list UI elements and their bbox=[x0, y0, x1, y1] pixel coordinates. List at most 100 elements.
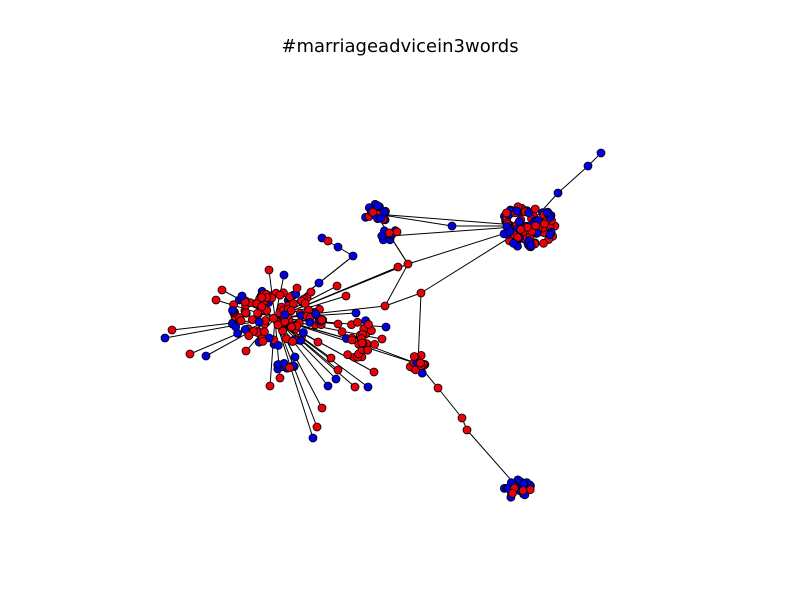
graph-node-red bbox=[518, 486, 528, 496]
graph-edge bbox=[384, 263, 409, 307]
graph-node-red bbox=[347, 335, 357, 345]
graph-node-blue bbox=[596, 148, 606, 158]
graph-node-blue bbox=[380, 207, 389, 217]
graph-node-red bbox=[265, 381, 275, 391]
graph-node-red bbox=[167, 325, 177, 335]
graph-node-blue bbox=[542, 208, 552, 218]
graph-node-blue bbox=[553, 188, 563, 198]
graph-node-red bbox=[211, 295, 221, 305]
graph-node-blue bbox=[381, 322, 391, 332]
graph-node-red bbox=[306, 287, 316, 297]
graph-node-red bbox=[317, 403, 327, 413]
graph-node-red bbox=[264, 265, 274, 275]
graph-node-red bbox=[392, 227, 402, 237]
graph-node-red bbox=[257, 293, 267, 302]
graph-node-red bbox=[337, 327, 347, 337]
graph-node-blue bbox=[296, 336, 306, 345]
graph-node-red bbox=[416, 288, 426, 298]
graph-node-red bbox=[258, 336, 268, 346]
graph-edge bbox=[274, 317, 318, 428]
graph-node-red bbox=[241, 308, 251, 318]
graph-edge bbox=[274, 305, 386, 319]
graph-node-blue bbox=[237, 291, 247, 301]
graph-node-red bbox=[369, 367, 379, 377]
graph-node-red bbox=[244, 331, 254, 341]
graph-node-blue bbox=[160, 333, 170, 343]
graph-node-red bbox=[531, 221, 541, 231]
graph-node-blue bbox=[298, 328, 308, 337]
graph-node-red bbox=[343, 350, 353, 360]
graph-node-blue bbox=[505, 227, 515, 237]
graph-node-red bbox=[275, 373, 285, 383]
graph-edge bbox=[437, 387, 463, 419]
graph-node-red bbox=[285, 363, 294, 373]
graph-node-red bbox=[357, 338, 367, 348]
graph-node-red bbox=[457, 413, 467, 423]
graph-node-blue bbox=[305, 317, 315, 327]
graph-node-red bbox=[409, 352, 419, 361]
graph-node-blue bbox=[323, 381, 333, 391]
graph-node-red bbox=[530, 204, 540, 214]
graph-node-red bbox=[370, 339, 380, 349]
graph-node-blue bbox=[514, 217, 524, 226]
graph-node-red bbox=[350, 382, 360, 392]
graph-node-blue bbox=[290, 352, 300, 362]
graph-node-red bbox=[333, 365, 343, 375]
graph-node-red bbox=[312, 422, 322, 432]
graph-node-red bbox=[403, 259, 413, 269]
graph-node-red bbox=[508, 488, 517, 498]
graph-node-red bbox=[368, 207, 378, 217]
graph-node-red bbox=[433, 383, 443, 393]
graph-node-blue bbox=[314, 278, 324, 288]
graph-node-blue bbox=[333, 242, 343, 252]
node-layer bbox=[160, 148, 606, 502]
graph-node-red bbox=[332, 281, 342, 291]
graph-node-blue bbox=[348, 251, 358, 261]
graph-edge bbox=[375, 213, 453, 227]
graph-node-red bbox=[236, 316, 246, 326]
graph-node-red bbox=[217, 285, 227, 295]
graph-node-red bbox=[241, 346, 251, 356]
graph-node-red bbox=[326, 353, 336, 363]
graph-node-red bbox=[259, 327, 269, 337]
graph-node-blue bbox=[524, 208, 534, 218]
graph-node-blue bbox=[351, 308, 361, 318]
graph-node-red bbox=[502, 208, 511, 218]
graph-node-blue bbox=[447, 221, 457, 231]
graph-node-blue bbox=[545, 230, 555, 240]
graph-node-blue bbox=[526, 241, 536, 251]
graph-edge bbox=[274, 317, 314, 439]
graph-node-blue bbox=[280, 310, 290, 320]
graph-node-red bbox=[278, 326, 288, 336]
graph-node-red bbox=[286, 306, 296, 316]
graph-node-red bbox=[540, 219, 549, 229]
graph-node-blue bbox=[509, 238, 518, 248]
graph-node-red bbox=[317, 315, 327, 325]
graph-node-red bbox=[275, 290, 285, 300]
graph-node-blue bbox=[363, 382, 373, 392]
graph-node-red bbox=[363, 345, 373, 355]
graph-node-red bbox=[288, 337, 298, 346]
graph-edge bbox=[557, 165, 589, 194]
graph-node-blue bbox=[311, 309, 321, 319]
graph-node-blue bbox=[228, 305, 237, 315]
graph-node-red bbox=[393, 262, 403, 272]
graph-node-red bbox=[292, 283, 302, 293]
graph-node-blue bbox=[331, 374, 341, 384]
graph-node-blue bbox=[273, 340, 283, 350]
graph-title: #marriageadvicein3words bbox=[281, 36, 519, 57]
graph-node-blue bbox=[373, 201, 383, 211]
graph-node-blue bbox=[231, 322, 241, 332]
graph-edge bbox=[274, 266, 399, 319]
graph-node-blue bbox=[583, 161, 593, 171]
graph-node-red bbox=[273, 320, 283, 330]
graph-node-red bbox=[341, 291, 351, 301]
graph-node-blue bbox=[254, 317, 264, 327]
graph-edge bbox=[269, 317, 276, 387]
graph-node-red bbox=[269, 313, 278, 323]
graph-edge bbox=[384, 292, 422, 307]
graph-node-red bbox=[516, 224, 526, 234]
graph-node-blue bbox=[201, 351, 211, 361]
